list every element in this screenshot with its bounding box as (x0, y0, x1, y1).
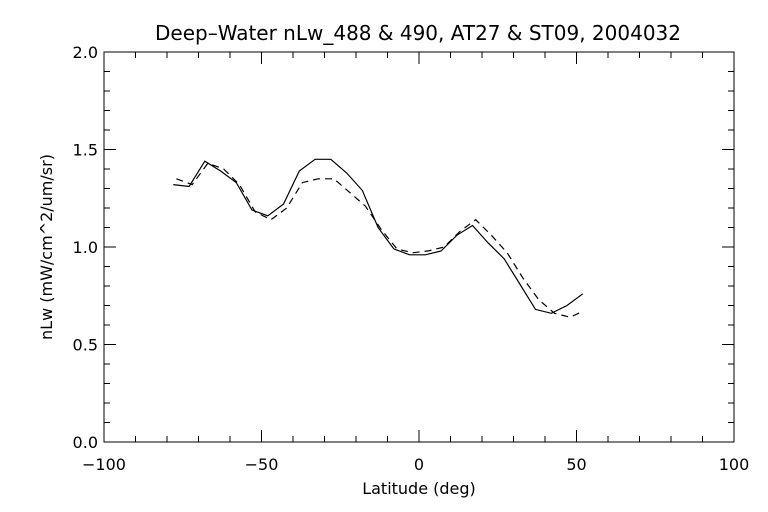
y-tick-label: 0.0 (73, 433, 98, 452)
y-axis-label: nLw (mW/cm^2/um/sr) (37, 154, 56, 340)
tick-labels: −100 −50 0 50 100 0.0 0.5 1.0 1.5 2.0 (73, 43, 750, 474)
axis-ticks (103, 51, 735, 443)
x-tick-label: −50 (245, 455, 279, 474)
x-axis-label: Latitude (deg) (362, 479, 476, 498)
plot-frame (103, 51, 735, 443)
y-tick-label: 0.5 (73, 336, 98, 355)
y-tick-label: 2.0 (73, 43, 98, 62)
x-tick-label: 100 (719, 455, 750, 474)
x-tick-label: 50 (566, 455, 586, 474)
x-tick-label: −100 (82, 455, 126, 474)
series-dashed-line (176, 162, 584, 318)
series-solid-line (173, 158, 584, 314)
y-tick-label: 1.0 (73, 238, 98, 257)
chart-title: Deep–Water nLw_488 & 490, AT27 & ST09, 2… (155, 21, 681, 45)
y-tick-label: 1.5 (73, 141, 98, 160)
x-tick-label: 0 (414, 455, 424, 474)
series-layer (173, 158, 584, 318)
